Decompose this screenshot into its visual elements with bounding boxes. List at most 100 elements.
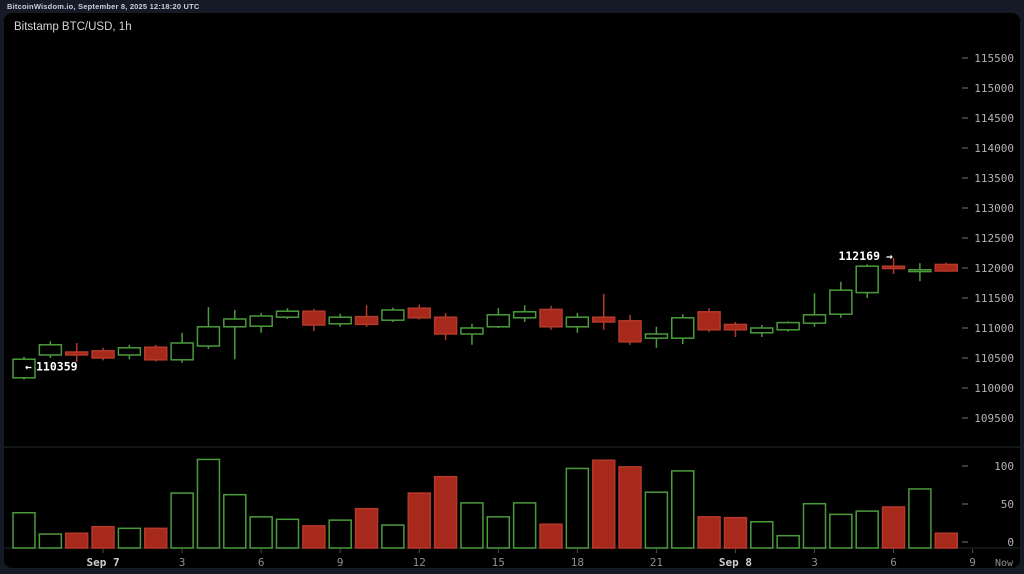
volume-bar [328, 519, 352, 549]
volume-bar [723, 516, 748, 549]
candle [433, 316, 458, 335]
time-axis-label: 3 [179, 556, 186, 568]
volume-bar [170, 492, 194, 549]
candle [908, 269, 932, 273]
price-axis-label: 114500 [974, 112, 1014, 125]
candle [829, 289, 853, 315]
price-axis-label: 111500 [974, 292, 1014, 305]
price-axis-label: 110500 [974, 352, 1014, 365]
candlestick-chart[interactable]: 115500 115000 114500 114000 113500 113000 1125… [4, 13, 1020, 568]
price-axis-label: 115000 [974, 82, 1014, 95]
time-axis-label: 18 [571, 556, 584, 568]
time-axis-now-label: Now [995, 558, 1014, 568]
volume-bar [486, 516, 511, 549]
annotation-arrow-right-icon: → [886, 250, 893, 263]
volume-bar [407, 492, 431, 549]
annotation-arrow-left-icon: ← [25, 360, 32, 373]
candle [12, 358, 36, 379]
volume-bar [354, 507, 379, 549]
price-axis-label: 113500 [974, 172, 1014, 185]
volume-bar [750, 521, 774, 549]
candle [117, 347, 142, 356]
time-axis-label: Sep 7 [86, 556, 119, 568]
time-axis-label: 21 [650, 556, 663, 568]
volume-bar [12, 511, 36, 549]
time-axis-label: 6 [258, 556, 265, 568]
volume-bar [302, 525, 326, 549]
candle [275, 310, 300, 318]
volume-bar [644, 491, 669, 549]
candle [750, 327, 774, 334]
candle [539, 308, 563, 328]
time-axis-label: 6 [890, 556, 897, 568]
time-axis-label: 9 [337, 556, 344, 568]
volume-bar [196, 458, 221, 549]
time-axis-label: 3 [811, 556, 818, 568]
candle [38, 344, 63, 356]
volume-bar [802, 502, 827, 549]
volume-bar [618, 466, 642, 549]
price-axis-label: 111000 [974, 322, 1014, 335]
volume-bar [64, 532, 89, 549]
price-axis-label: 112500 [974, 232, 1014, 245]
volume-bar [91, 525, 115, 549]
candle [170, 342, 194, 361]
volume-bar [671, 470, 695, 549]
candle [196, 326, 221, 347]
price-annotation: 110359 [36, 359, 78, 373]
time-axis-label: Sep 8 [719, 556, 752, 568]
volume-bar [829, 513, 853, 549]
volume-bar [433, 475, 458, 549]
time-axis-label: 12 [413, 556, 426, 568]
volume-bar [776, 534, 800, 549]
volume-bar [512, 502, 537, 549]
candle [407, 307, 431, 319]
volume-bar [539, 523, 563, 549]
price-axis-label: 112000 [974, 262, 1014, 275]
volume-bar [249, 516, 273, 549]
candle [855, 265, 879, 294]
chart-title: Bitstamp BTC/USD, 1h [14, 21, 132, 33]
volume-bar [934, 532, 958, 549]
candle [565, 316, 590, 328]
time-axis-label: 15 [492, 556, 505, 568]
candle [328, 316, 352, 325]
candle [591, 316, 616, 323]
volume-bar [117, 527, 142, 549]
candle [671, 317, 695, 339]
volume-bar [697, 516, 721, 549]
volume-bar [855, 510, 879, 549]
candle [697, 311, 721, 331]
candle [802, 314, 827, 324]
candle [644, 333, 669, 339]
price-axis-label: 113000 [974, 202, 1014, 215]
candle [486, 314, 511, 328]
time-axis-label: 9 [969, 556, 976, 568]
status-bar: BitcoinWisdom.io, September 8, 2025 12:1… [0, 0, 1024, 13]
candle [144, 346, 168, 361]
volume-bar [565, 467, 590, 549]
volume-bar [144, 527, 168, 549]
candle [618, 320, 642, 343]
candle [460, 327, 484, 335]
candle [723, 323, 748, 331]
price-axis-label: 114000 [974, 142, 1014, 155]
candle [776, 321, 800, 331]
candle [354, 315, 379, 326]
volume-bar [381, 524, 405, 549]
volume-axis-label: 50 [1001, 498, 1014, 511]
price-axis-label: 110000 [974, 382, 1014, 395]
candle [512, 311, 537, 319]
volume-bar [223, 493, 247, 549]
volume-bar [881, 506, 906, 549]
volume-bar [38, 533, 63, 549]
volume-bar [275, 518, 300, 549]
volume-axis-label: 100 [994, 460, 1014, 473]
price-annotation: 112169 [838, 249, 880, 263]
candle [91, 350, 115, 359]
volume-bar [591, 459, 616, 549]
volume-bar [460, 502, 484, 549]
candle [881, 265, 906, 270]
candle [934, 263, 958, 272]
